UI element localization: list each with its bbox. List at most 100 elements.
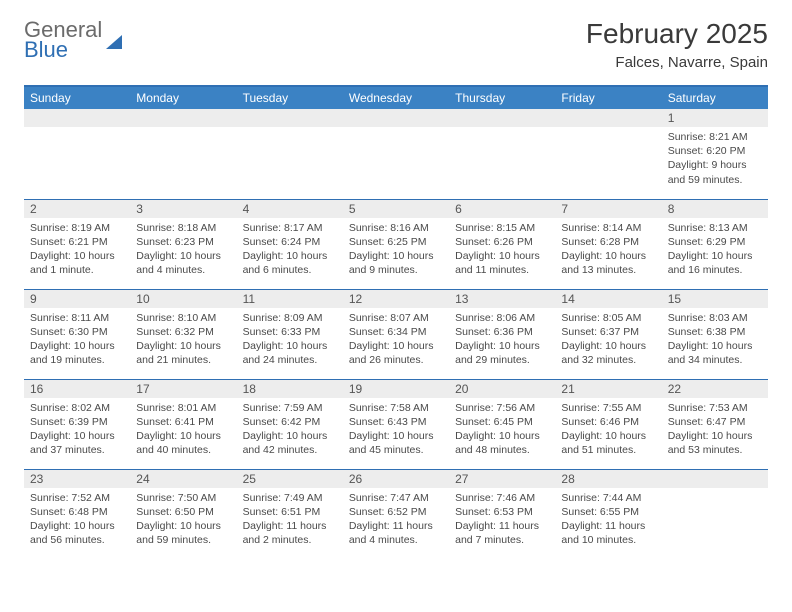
day-number: [449, 109, 555, 127]
daylight-text: Daylight: 11 hours and 7 minutes.: [455, 519, 549, 547]
day-body: Sunrise: 8:09 AMSunset: 6:33 PMDaylight:…: [237, 308, 343, 372]
daylight-text: Daylight: 9 hours and 59 minutes.: [668, 158, 762, 186]
sunset-text: Sunset: 6:21 PM: [30, 235, 124, 249]
calendar-cell: 2Sunrise: 8:19 AMSunset: 6:21 PMDaylight…: [24, 199, 130, 289]
sunset-text: Sunset: 6:41 PM: [136, 415, 230, 429]
day-body: Sunrise: 7:50 AMSunset: 6:50 PMDaylight:…: [130, 488, 236, 552]
day-number: 7: [555, 200, 661, 218]
sunset-text: Sunset: 6:46 PM: [561, 415, 655, 429]
sunset-text: Sunset: 6:24 PM: [243, 235, 337, 249]
calendar-cell: 11Sunrise: 8:09 AMSunset: 6:33 PMDayligh…: [237, 289, 343, 379]
daylight-text: Daylight: 10 hours and 21 minutes.: [136, 339, 230, 367]
daylight-text: Daylight: 10 hours and 4 minutes.: [136, 249, 230, 277]
calendar-cell: 20Sunrise: 7:56 AMSunset: 6:45 PMDayligh…: [449, 379, 555, 469]
calendar-cell: 25Sunrise: 7:49 AMSunset: 6:51 PMDayligh…: [237, 469, 343, 559]
sunset-text: Sunset: 6:45 PM: [455, 415, 549, 429]
col-tuesday: Tuesday: [237, 86, 343, 109]
calendar-cell: 26Sunrise: 7:47 AMSunset: 6:52 PMDayligh…: [343, 469, 449, 559]
day-number: [130, 109, 236, 127]
calendar-cell: 8Sunrise: 8:13 AMSunset: 6:29 PMDaylight…: [662, 199, 768, 289]
sunset-text: Sunset: 6:50 PM: [136, 505, 230, 519]
calendar-cell: [237, 109, 343, 199]
day-number: 11: [237, 290, 343, 308]
logo-triangle-icon: [106, 35, 122, 49]
calendar-week: 1 Sunrise: 8:21 AMSunset: 6:20 PMDaylight…: [24, 109, 768, 199]
day-number: [24, 109, 130, 127]
day-body: Sunrise: 8:06 AMSunset: 6:36 PMDaylight:…: [449, 308, 555, 372]
sunset-text: Sunset: 6:51 PM: [243, 505, 337, 519]
sunrise-text: Sunrise: 8:21 AM: [668, 130, 762, 144]
daylight-text: Daylight: 10 hours and 56 minutes.: [30, 519, 124, 547]
day-body: Sunrise: 8:17 AMSunset: 6:24 PMDaylight:…: [237, 218, 343, 282]
sunset-text: Sunset: 6:30 PM: [30, 325, 124, 339]
sunrise-text: Sunrise: 8:02 AM: [30, 401, 124, 415]
day-body: [237, 127, 343, 134]
sunset-text: Sunset: 6:33 PM: [243, 325, 337, 339]
sunrise-text: Sunrise: 8:14 AM: [561, 221, 655, 235]
day-body: [24, 127, 130, 134]
daylight-text: Daylight: 11 hours and 2 minutes.: [243, 519, 337, 547]
day-body: Sunrise: 7:58 AMSunset: 6:43 PMDaylight:…: [343, 398, 449, 462]
daylight-text: Daylight: 11 hours and 4 minutes.: [349, 519, 443, 547]
col-thursday: Thursday: [449, 86, 555, 109]
calendar-cell: [130, 109, 236, 199]
sunrise-text: Sunrise: 8:05 AM: [561, 311, 655, 325]
day-body: Sunrise: 8:13 AMSunset: 6:29 PMDaylight:…: [662, 218, 768, 282]
day-body: [449, 127, 555, 134]
day-body: Sunrise: 8:02 AMSunset: 6:39 PMDaylight:…: [24, 398, 130, 462]
day-number: 14: [555, 290, 661, 308]
daylight-text: Daylight: 10 hours and 37 minutes.: [30, 429, 124, 457]
daylight-text: Daylight: 10 hours and 40 minutes.: [136, 429, 230, 457]
daylight-text: Daylight: 10 hours and 9 minutes.: [349, 249, 443, 277]
daylight-text: Daylight: 10 hours and 19 minutes.: [30, 339, 124, 367]
day-number: 27: [449, 470, 555, 488]
sunset-text: Sunset: 6:37 PM: [561, 325, 655, 339]
calendar-cell: 24Sunrise: 7:50 AMSunset: 6:50 PMDayligh…: [130, 469, 236, 559]
day-body: Sunrise: 7:55 AMSunset: 6:46 PMDaylight:…: [555, 398, 661, 462]
calendar-cell: 13Sunrise: 8:06 AMSunset: 6:36 PMDayligh…: [449, 289, 555, 379]
daylight-text: Daylight: 10 hours and 42 minutes.: [243, 429, 337, 457]
day-body: [662, 488, 768, 495]
day-body: Sunrise: 8:15 AMSunset: 6:26 PMDaylight:…: [449, 218, 555, 282]
day-number: 1: [662, 109, 768, 127]
sunrise-text: Sunrise: 7:53 AM: [668, 401, 762, 415]
sunrise-text: Sunrise: 7:46 AM: [455, 491, 549, 505]
calendar-cell: 21Sunrise: 7:55 AMSunset: 6:46 PMDayligh…: [555, 379, 661, 469]
col-friday: Friday: [555, 86, 661, 109]
daylight-text: Daylight: 10 hours and 29 minutes.: [455, 339, 549, 367]
sunset-text: Sunset: 6:25 PM: [349, 235, 443, 249]
calendar-week: 9Sunrise: 8:11 AMSunset: 6:30 PMDaylight…: [24, 289, 768, 379]
sunrise-text: Sunrise: 7:47 AM: [349, 491, 443, 505]
day-number: 3: [130, 200, 236, 218]
sunset-text: Sunset: 6:28 PM: [561, 235, 655, 249]
day-body: Sunrise: 7:46 AMSunset: 6:53 PMDaylight:…: [449, 488, 555, 552]
sunrise-text: Sunrise: 8:11 AM: [30, 311, 124, 325]
sunset-text: Sunset: 6:20 PM: [668, 144, 762, 158]
calendar-cell: 7Sunrise: 8:14 AMSunset: 6:28 PMDaylight…: [555, 199, 661, 289]
sunrise-text: Sunrise: 8:19 AM: [30, 221, 124, 235]
daylight-text: Daylight: 11 hours and 10 minutes.: [561, 519, 655, 547]
calendar-table: Sunday Monday Tuesday Wednesday Thursday…: [24, 85, 768, 559]
day-number: 16: [24, 380, 130, 398]
sunset-text: Sunset: 6:39 PM: [30, 415, 124, 429]
sunset-text: Sunset: 6:48 PM: [30, 505, 124, 519]
sunset-text: Sunset: 6:42 PM: [243, 415, 337, 429]
sunrise-text: Sunrise: 8:01 AM: [136, 401, 230, 415]
day-number: 5: [343, 200, 449, 218]
calendar-cell: [662, 469, 768, 559]
sunrise-text: Sunrise: 7:55 AM: [561, 401, 655, 415]
day-number: 20: [449, 380, 555, 398]
sunrise-text: Sunrise: 7:49 AM: [243, 491, 337, 505]
daylight-text: Daylight: 10 hours and 32 minutes.: [561, 339, 655, 367]
daylight-text: Daylight: 10 hours and 51 minutes.: [561, 429, 655, 457]
sunrise-text: Sunrise: 7:52 AM: [30, 491, 124, 505]
sunset-text: Sunset: 6:38 PM: [668, 325, 762, 339]
col-sunday: Sunday: [24, 86, 130, 109]
calendar-cell: 19Sunrise: 7:58 AMSunset: 6:43 PMDayligh…: [343, 379, 449, 469]
daylight-text: Daylight: 10 hours and 34 minutes.: [668, 339, 762, 367]
day-number: 6: [449, 200, 555, 218]
page-subtitle: Falces, Navarre, Spain: [586, 54, 768, 71]
sunrise-text: Sunrise: 8:09 AM: [243, 311, 337, 325]
calendar-cell: 16Sunrise: 8:02 AMSunset: 6:39 PMDayligh…: [24, 379, 130, 469]
daylight-text: Daylight: 10 hours and 48 minutes.: [455, 429, 549, 457]
